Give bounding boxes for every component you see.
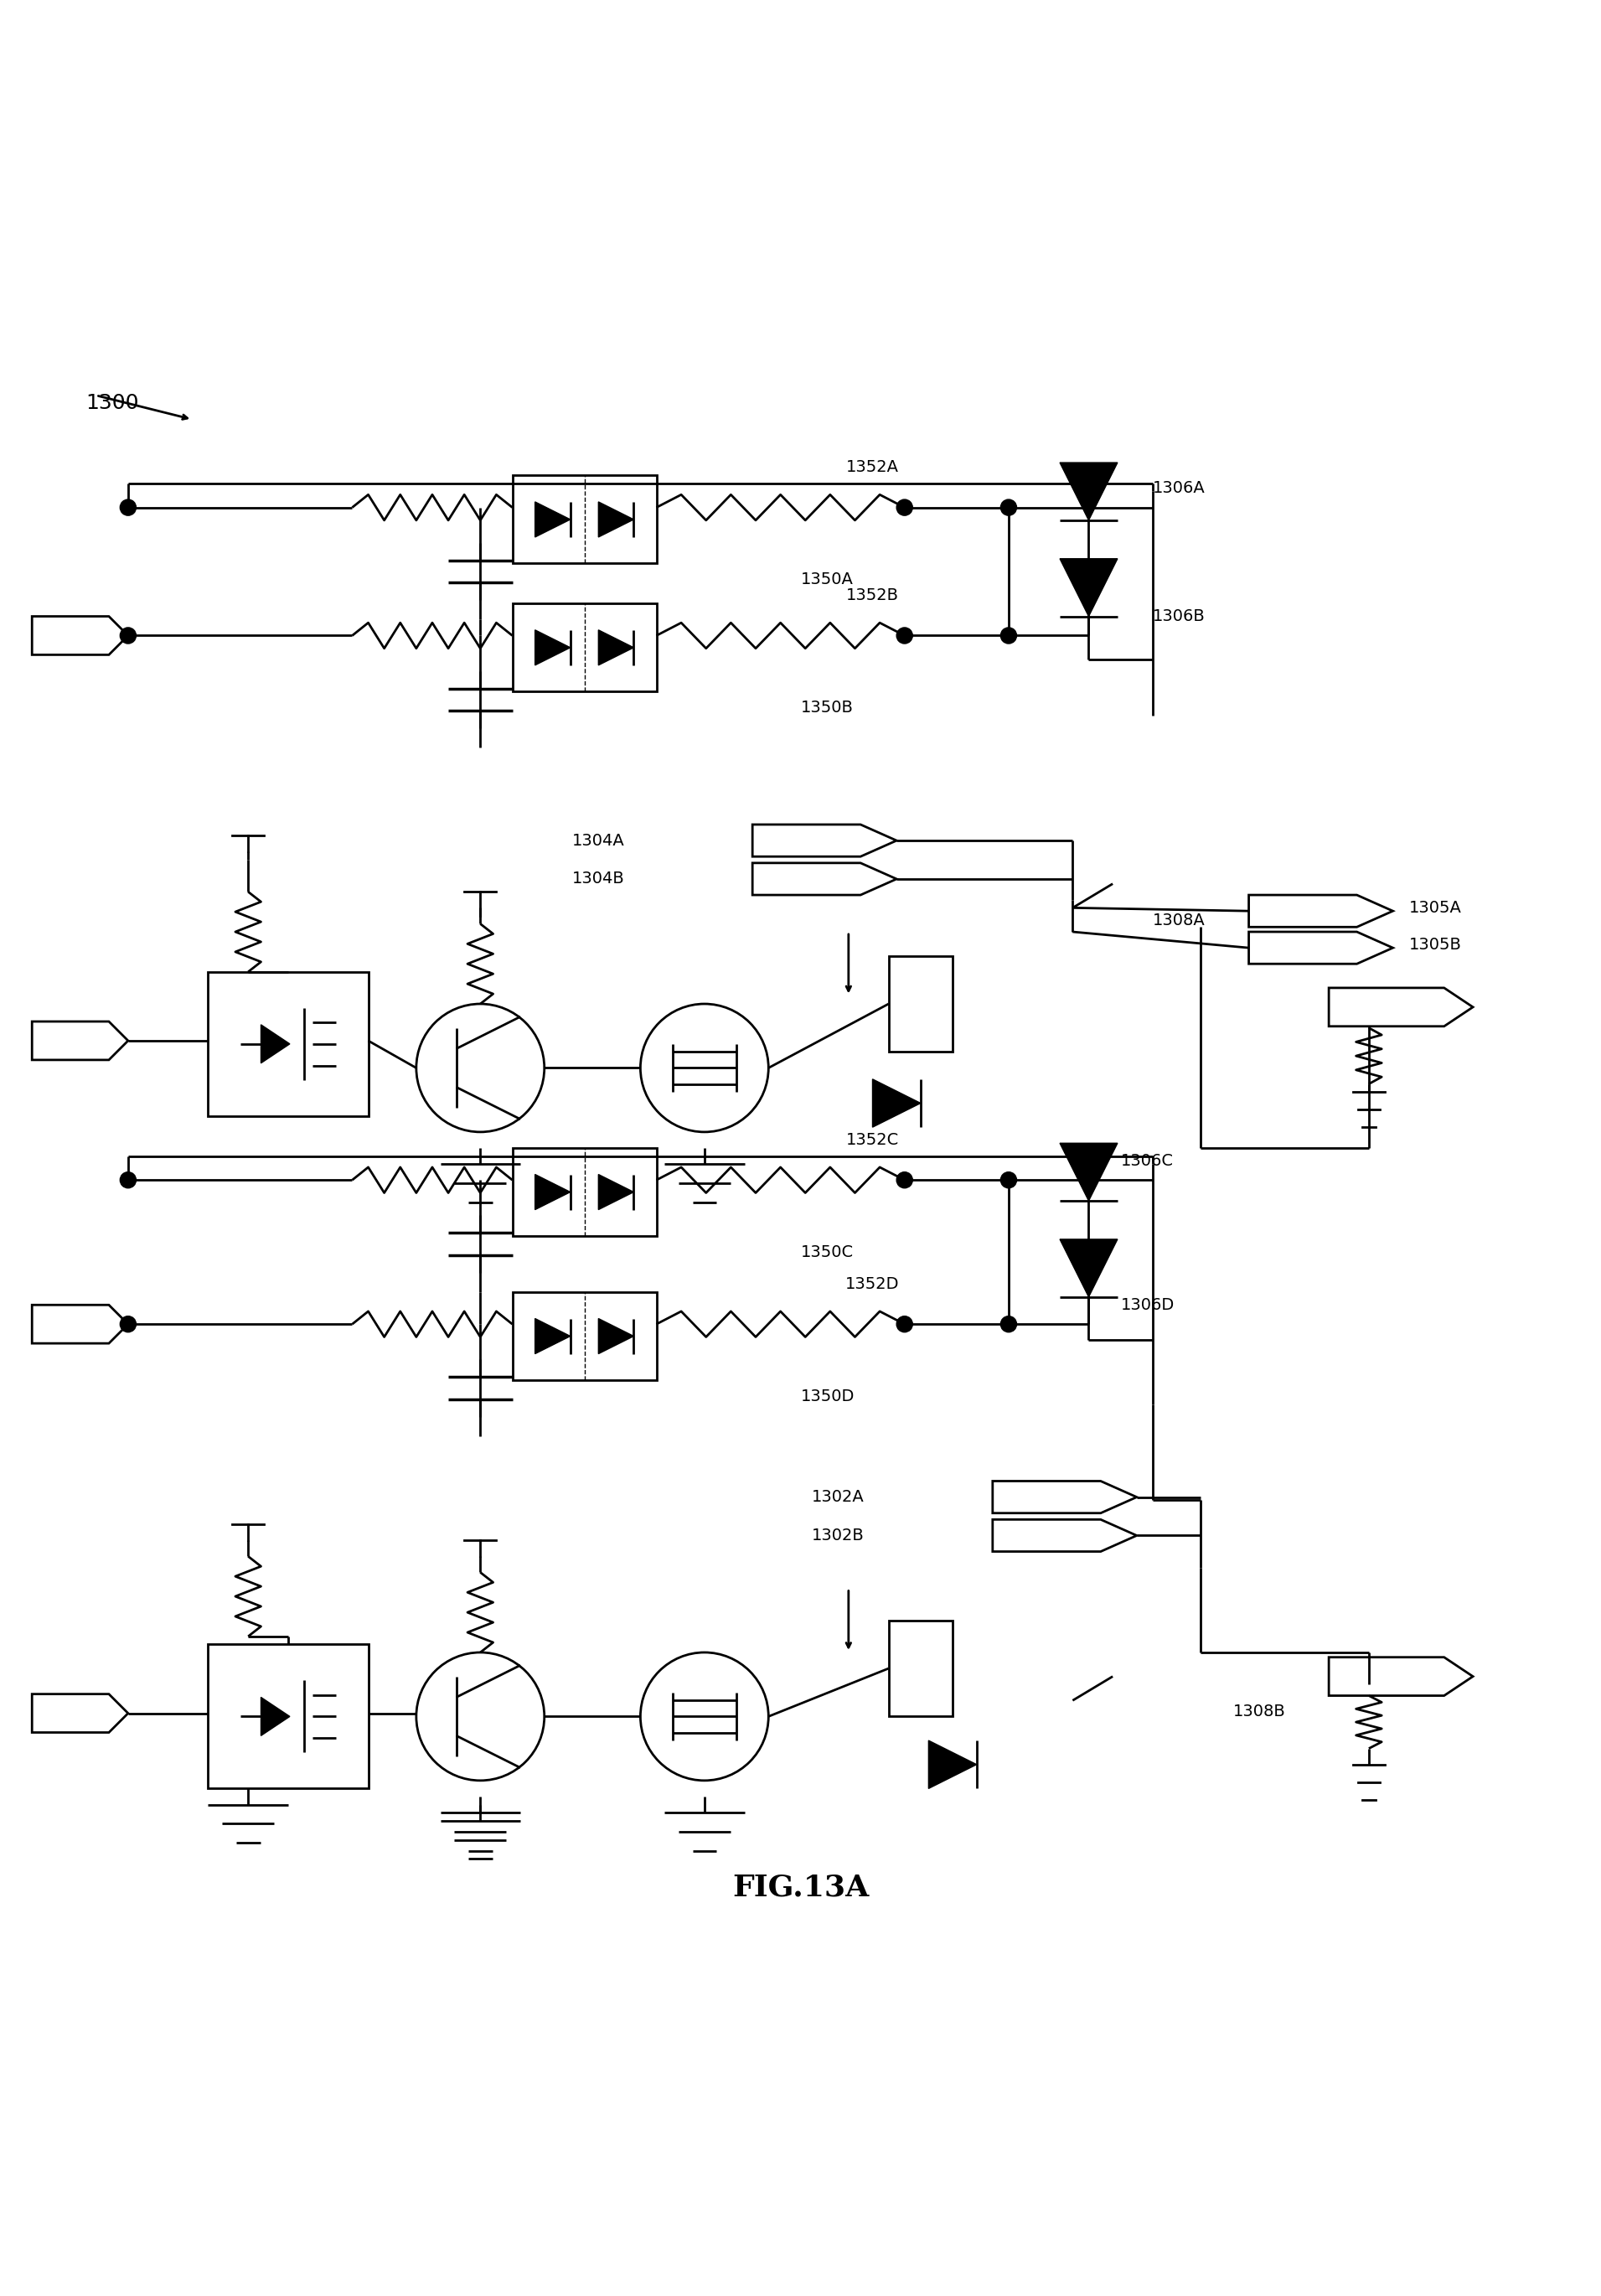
Polygon shape [261,1697,290,1736]
Circle shape [120,501,136,517]
Bar [512,604,656,691]
Polygon shape [535,1318,570,1355]
Polygon shape [1060,1240,1117,1297]
Circle shape [1001,501,1017,517]
Text: 1352D: 1352D [845,1277,900,1293]
Bar [512,1293,656,1380]
Polygon shape [599,1176,634,1210]
Text: 1308B: 1308B [1233,1704,1286,1720]
Text: 1302A: 1302A [812,1490,865,1506]
Polygon shape [535,503,570,537]
Bar [889,955,953,1052]
Text: 1306B: 1306B [1153,608,1206,625]
Circle shape [1001,1171,1017,1187]
Circle shape [1001,1316,1017,1332]
Text: 1352C: 1352C [845,1132,900,1148]
Polygon shape [929,1740,977,1789]
Text: 1350A: 1350A [800,572,853,588]
Bar [512,1148,656,1235]
Circle shape [1001,627,1017,643]
Polygon shape [599,1318,634,1355]
Bar [208,971,368,1116]
Text: 1300: 1300 [85,393,139,413]
Text: 1305B: 1305B [1409,937,1462,953]
Circle shape [120,1171,136,1187]
Bar [208,1644,368,1789]
Circle shape [897,627,913,643]
Polygon shape [599,629,634,666]
Polygon shape [1060,558,1117,615]
Text: 1350B: 1350B [800,700,853,716]
Polygon shape [535,1176,570,1210]
Text: 1350C: 1350C [800,1244,853,1261]
Circle shape [897,501,913,517]
Polygon shape [1060,461,1117,521]
Text: 1306A: 1306A [1153,480,1206,496]
Text: 1352B: 1352B [847,588,898,604]
Text: 1350D: 1350D [800,1389,855,1405]
Polygon shape [599,503,634,537]
Bar [512,475,656,563]
Circle shape [120,627,136,643]
Text: 1304B: 1304B [572,870,624,886]
Text: 1305A: 1305A [1409,900,1462,916]
Circle shape [120,1316,136,1332]
Circle shape [897,1171,913,1187]
Polygon shape [535,629,570,666]
Polygon shape [873,1079,921,1127]
Text: 1306C: 1306C [1121,1153,1174,1169]
Text: 1306D: 1306D [1121,1297,1175,1313]
Polygon shape [261,1024,290,1063]
Circle shape [897,1316,913,1332]
Bar [889,1621,953,1717]
Text: 1308A: 1308A [1153,912,1206,928]
Text: FIG.13A: FIG.13A [732,1874,869,1901]
Polygon shape [1060,1143,1117,1201]
Text: 1304A: 1304A [572,833,624,850]
Text: 1302B: 1302B [812,1527,865,1543]
Text: 1352A: 1352A [847,459,898,475]
